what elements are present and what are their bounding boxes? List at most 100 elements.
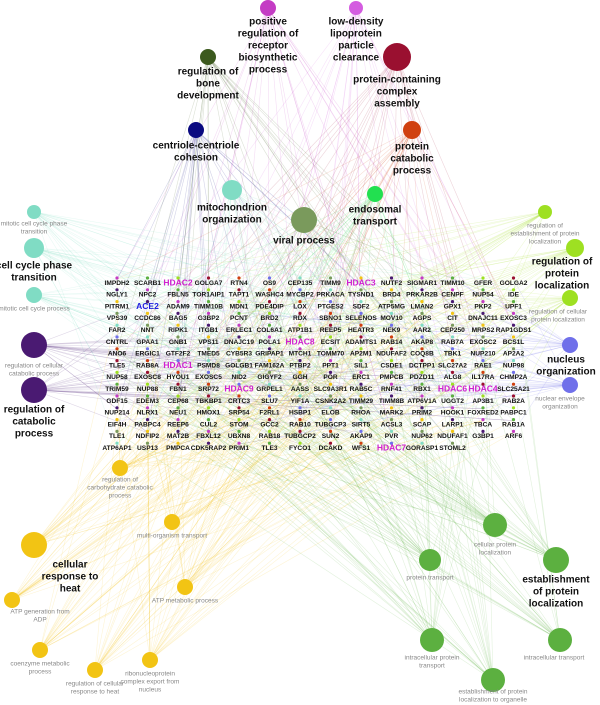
edge [208,129,413,398]
gene-label: EXOSC2 [470,339,497,346]
term-label: catabolic [390,154,434,165]
edge [269,302,433,641]
edge [177,432,433,641]
edge [33,302,331,546]
gene-dot [267,323,272,327]
edge [147,325,561,641]
edge [33,294,240,445]
edge [452,278,571,346]
edge [269,408,431,561]
edge [195,129,270,386]
edge [269,349,571,386]
edge [33,294,392,327]
gene-dot [420,370,424,374]
edge [39,443,423,651]
edge [355,7,484,280]
edge [119,278,179,469]
edge [147,325,571,346]
term-node [21,377,47,403]
edge [421,247,576,315]
gene-label: HDAC1 [163,360,193,370]
edge [231,189,392,315]
edge [147,129,197,433]
gene-label: SIGMAR1 [407,280,437,287]
gene-label: TIMM8B [379,398,405,405]
edge [238,344,571,374]
gene-label: PABPC1 [500,410,527,417]
gene-label: PRIM1 [229,445,249,452]
edge [33,420,148,546]
edge [269,384,557,561]
edge [482,349,561,641]
edge [119,420,484,469]
gene-dot [176,370,180,374]
edge [119,325,423,469]
gene-label: TYSND1 [348,292,374,299]
gene-dot [481,276,485,280]
edge [452,297,571,398]
edge [171,408,453,523]
gene-label: GCC2 [260,421,279,428]
gene-label: NNT [141,327,155,334]
gene-dot [450,441,455,445]
gene-dot [267,406,272,410]
term-label: development [177,91,239,102]
edge [177,56,209,421]
edge [330,302,571,386]
edge [116,325,431,561]
gene-label: VPS11 [198,339,218,346]
edge [147,247,576,374]
edge [231,189,392,433]
gene-dot [328,418,333,422]
edge [231,189,301,280]
gene-dot [176,418,180,422]
edge [208,7,269,409]
edge [355,7,514,327]
edge [33,389,392,410]
gene-label: HDAC4 [468,383,498,393]
edge [207,56,209,398]
edge [33,247,148,315]
gene-dot [298,276,302,280]
gene-label: NGLY1 [106,292,128,299]
gene-dot [145,300,150,304]
edge [116,247,576,421]
gene-dot [115,335,119,339]
gene-label: FAM162A [255,362,285,369]
edge [421,211,546,292]
gene-dot [206,406,211,410]
edge [177,373,433,641]
edge [207,56,453,409]
edge [33,211,362,433]
edge [238,211,546,433]
edge [421,297,571,410]
gene-label: MARK2 [380,410,404,417]
gene-dot [359,394,363,398]
edge [396,56,484,362]
edge [482,290,571,346]
term-label: cohesion [174,153,218,164]
gene-dot [267,370,272,374]
term-label: cellular protein [474,542,517,549]
edge [33,344,148,433]
gene-dot [206,311,211,315]
gene-label: HDAC7 [377,442,407,452]
gene-label: NDUFAF1 [437,433,468,440]
edge [238,211,546,280]
edge [33,290,240,296]
edge [330,56,398,433]
gene-dot [389,382,394,386]
edge [33,344,148,433]
edge [374,193,423,362]
gene-dot [206,359,211,363]
edge [267,7,301,386]
edge [482,278,494,681]
edge [147,396,151,661]
gene-label: SCARB1 [134,280,161,287]
gene-dot [145,370,150,374]
edge [149,326,331,661]
edge [11,361,392,601]
edge [39,385,118,651]
edge [267,7,362,315]
